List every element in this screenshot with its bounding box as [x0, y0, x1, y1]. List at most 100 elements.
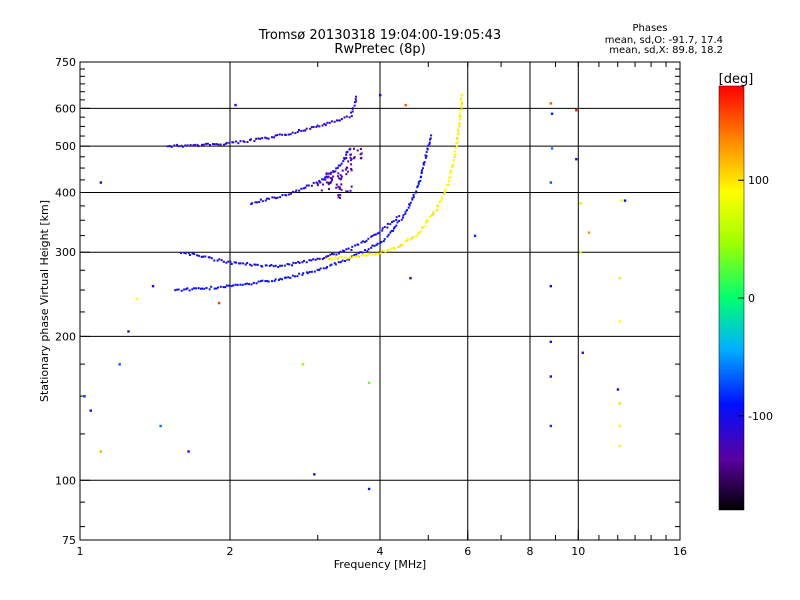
data-point — [181, 145, 184, 148]
y-tick-label: 200 — [55, 330, 76, 343]
data-point — [233, 261, 236, 264]
data-point — [186, 287, 189, 290]
data-point — [404, 210, 407, 213]
data-point — [339, 250, 342, 253]
data-point — [298, 272, 301, 275]
data-point — [393, 226, 396, 229]
y-axis-label: Stationary phase Virtual Height [km] — [38, 200, 51, 402]
x-tick-label: 2 — [227, 545, 234, 558]
data-point — [235, 140, 238, 143]
data-point — [301, 363, 305, 366]
data-point — [83, 395, 86, 398]
data-point — [387, 233, 390, 236]
data-point — [309, 127, 312, 130]
data-point — [345, 173, 348, 176]
data-point — [452, 163, 455, 166]
data-point — [359, 147, 362, 150]
data-point — [261, 265, 264, 268]
data-point — [616, 388, 620, 391]
data-point — [367, 248, 370, 251]
data-point — [411, 197, 414, 200]
data-point — [618, 424, 621, 428]
data-point — [177, 288, 180, 291]
data-point — [473, 234, 477, 237]
data-point — [337, 196, 340, 199]
data-point — [409, 201, 412, 204]
data-point — [248, 139, 251, 142]
data-point — [312, 181, 315, 184]
data-point — [345, 156, 348, 159]
data-point — [429, 137, 432, 140]
data-point — [315, 181, 318, 184]
data-point — [320, 189, 323, 192]
data-point — [420, 169, 423, 172]
data-point — [220, 259, 223, 262]
data-point — [325, 181, 328, 184]
data-point — [618, 320, 621, 323]
data-point — [456, 138, 459, 141]
data-point — [279, 277, 282, 280]
data-point — [398, 245, 401, 248]
data-point — [337, 185, 340, 188]
data-point — [422, 162, 425, 165]
data-point — [380, 240, 383, 243]
data-point — [197, 287, 200, 290]
data-point — [306, 272, 309, 275]
data-point — [244, 283, 247, 286]
data-point — [267, 137, 270, 140]
data-point — [252, 281, 255, 284]
data-point — [361, 254, 364, 257]
data-point — [366, 250, 369, 253]
data-point — [430, 214, 433, 217]
data-point — [254, 263, 257, 266]
data-point — [325, 267, 328, 270]
data-point — [339, 194, 342, 197]
data-point — [279, 196, 282, 199]
data-point — [335, 167, 338, 170]
data-point — [416, 184, 419, 187]
data-point — [217, 301, 221, 305]
data-point — [371, 234, 374, 237]
data-point — [386, 222, 389, 225]
data-point — [305, 184, 308, 187]
data-point — [343, 260, 346, 263]
data-point — [304, 186, 307, 189]
x-tick-label: 4 — [377, 545, 384, 558]
data-point — [439, 200, 442, 203]
data-point — [298, 189, 301, 192]
data-point — [348, 257, 351, 260]
data-point — [248, 283, 251, 286]
data-point — [419, 179, 422, 182]
data-point — [379, 242, 382, 245]
data-point — [424, 224, 427, 227]
data-point — [273, 279, 276, 282]
data-point — [210, 257, 213, 260]
data-point — [417, 182, 420, 185]
data-point — [209, 143, 212, 146]
data-point — [238, 262, 241, 265]
data-point — [341, 249, 344, 252]
data-point — [170, 145, 173, 148]
data-point — [459, 109, 462, 112]
data-point — [409, 238, 412, 241]
data-point — [395, 216, 398, 219]
data-point — [196, 254, 199, 257]
data-point — [217, 143, 220, 146]
data-point — [450, 169, 453, 172]
data-point — [408, 204, 411, 207]
data-point — [301, 261, 304, 264]
data-point — [454, 146, 457, 149]
data-point — [397, 246, 400, 249]
data-point — [456, 141, 459, 144]
data-point — [367, 487, 371, 491]
data-point — [375, 243, 378, 246]
data-point — [389, 231, 392, 234]
data-point — [396, 221, 399, 224]
data-point — [379, 93, 382, 97]
data-point — [575, 158, 578, 161]
data-point — [618, 276, 621, 280]
data-point — [313, 270, 316, 273]
data-point — [179, 252, 182, 255]
data-point — [384, 250, 387, 253]
data-point — [257, 137, 260, 140]
